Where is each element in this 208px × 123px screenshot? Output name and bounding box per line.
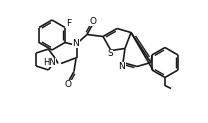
Text: O: O bbox=[64, 80, 72, 89]
Text: F: F bbox=[66, 19, 72, 28]
Text: N: N bbox=[73, 39, 79, 48]
Text: N: N bbox=[119, 62, 125, 71]
Text: S: S bbox=[107, 49, 113, 58]
Text: HN: HN bbox=[43, 58, 56, 67]
Text: O: O bbox=[89, 17, 97, 26]
